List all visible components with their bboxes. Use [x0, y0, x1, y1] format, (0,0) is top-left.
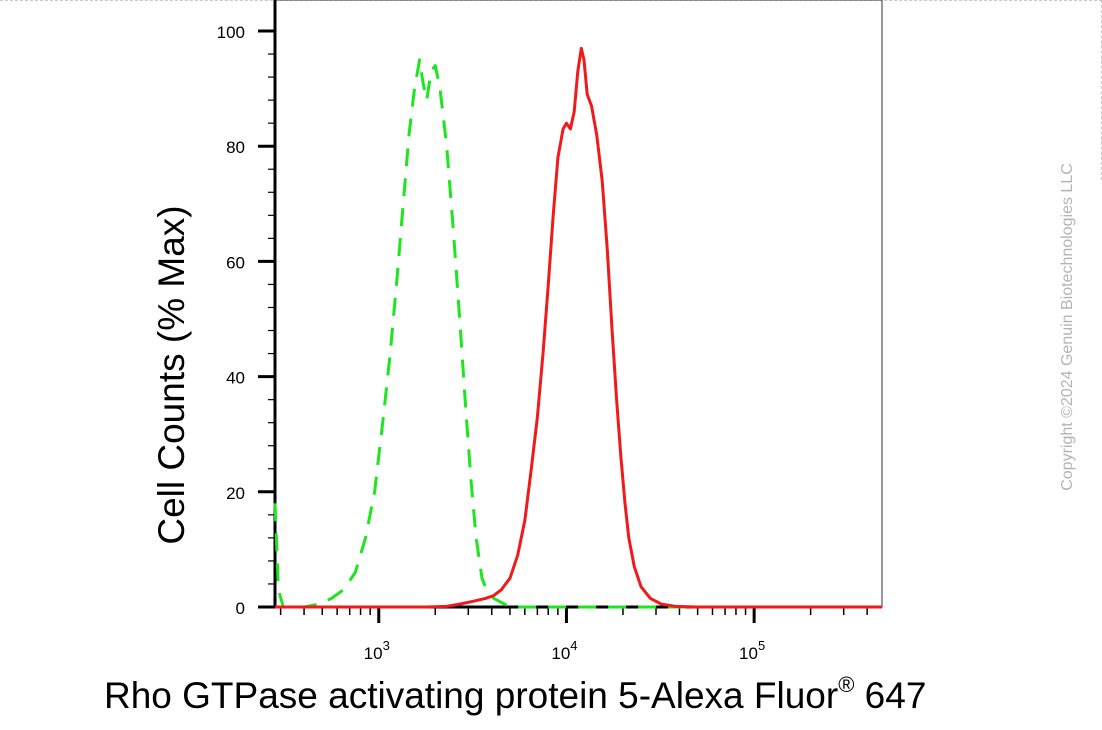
x-tick-label: 104: [551, 638, 577, 663]
plot-frame: [274, 0, 883, 608]
series-layer: [273, 46, 882, 609]
x-axis-label: Rho GTPase activating protein 5-Alexa Fl…: [104, 672, 926, 717]
y-tick-label: 100: [217, 23, 245, 42]
y-tick-label: 80: [226, 138, 245, 157]
y-tick-label: 40: [226, 369, 245, 388]
isotype-control-curve: [273, 58, 882, 609]
sample-histogram-curve: [275, 46, 882, 609]
x-axis-label-suffix: 647: [854, 675, 927, 716]
x-axis-label-text: Rho GTPase activating protein 5-Alexa Fl…: [104, 675, 839, 716]
y-tick-label: 0: [236, 599, 245, 618]
tick-labels: 0 20 40 60 80 100 103 104 105: [217, 23, 766, 663]
y-axis-label: Cell Counts (% Max): [151, 205, 192, 545]
x-tick-label: 103: [364, 638, 390, 663]
axes: [258, 0, 883, 623]
copyright-watermark: Copyright ©2024 Genuin Biotechnologies L…: [1059, 163, 1076, 491]
registered-mark: ®: [838, 672, 855, 697]
y-tick-label: 60: [226, 253, 245, 272]
y-tick-label: 20: [226, 484, 245, 503]
x-tick-label: 105: [739, 638, 765, 663]
